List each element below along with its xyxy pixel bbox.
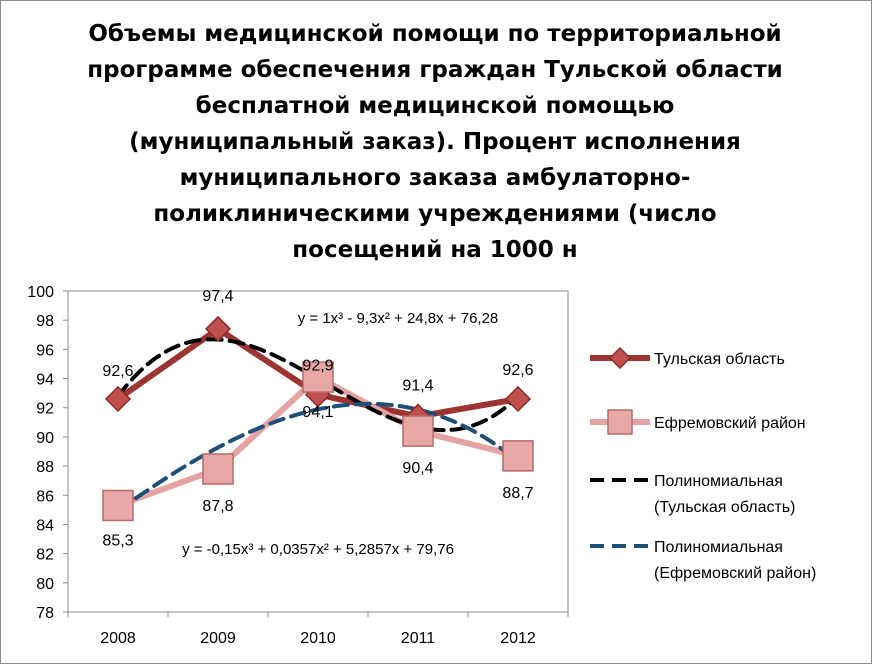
y-tick-label: 80 (36, 576, 54, 593)
point-marker (504, 385, 532, 413)
data-label: 87,8 (202, 498, 233, 515)
plot-area (67, 290, 569, 613)
x-tick-label: 2010 (300, 630, 336, 647)
point-marker (502, 440, 534, 472)
legend-label: Тульская область (654, 351, 785, 368)
point-marker (204, 315, 232, 342)
trendline-equation: y = -0,15x³ + 0,0357x² + 5,2857x + 79,76 (182, 541, 454, 558)
data-label: 88,7 (502, 485, 533, 502)
x-tick-label: 2011 (401, 630, 436, 647)
legend-label: (Тульская область) (654, 499, 795, 516)
y-tick-label: 90 (36, 430, 54, 447)
legend-label: Полиномиальная (654, 473, 783, 490)
data-label: 94,1 (302, 404, 333, 421)
x-tick-label: 2009 (200, 630, 236, 647)
y-tick-label: 100 (27, 284, 54, 301)
legend-marker (607, 409, 633, 435)
chart-title: Объемы медицинской помощи по территориал… (87, 21, 783, 263)
point-marker (102, 489, 134, 522)
data-label: 91,4 (402, 377, 433, 394)
y-tick-label: 96 (36, 342, 54, 359)
point-marker (402, 415, 434, 447)
x-tick-label: 2008 (100, 630, 136, 647)
y-tick-label: 94 (36, 372, 54, 389)
y-tick-label: 92 (36, 401, 54, 418)
x-tick-label: 2012 (500, 630, 536, 647)
y-tick-label: 84 (36, 517, 54, 534)
y-tick-label: 88 (36, 459, 54, 476)
legend-label: Ефремовский район (654, 415, 806, 432)
point-marker (104, 385, 132, 413)
y-tick-label: 98 (36, 313, 54, 330)
point-marker (302, 361, 334, 393)
data-label: 90,4 (402, 460, 433, 477)
point-marker (202, 453, 234, 485)
data-label: 92,6 (102, 363, 133, 380)
legend-label: Полиномиальная (654, 539, 783, 556)
y-tick-label: 82 (36, 547, 54, 564)
data-label: 97,4 (202, 288, 233, 305)
y-tick-label: 86 (36, 488, 54, 505)
legend-marker (608, 346, 632, 370)
y-tick-label: 78 (36, 605, 54, 622)
trendline-equation: y = 1x³ - 9,3x² + 24,8x + 76,28 (298, 310, 499, 327)
legend-label: (Ефремовский район) (654, 565, 816, 582)
data-label: 92,6 (502, 362, 533, 379)
data-label: 92,9 (302, 358, 333, 375)
data-label: 85,3 (102, 532, 133, 549)
trendline-2 (116, 401, 520, 513)
